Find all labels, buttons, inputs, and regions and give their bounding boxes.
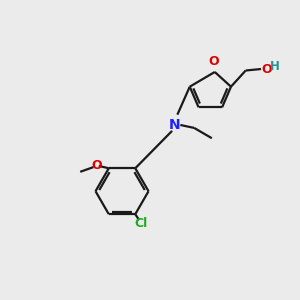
- Text: O: O: [262, 62, 272, 76]
- Text: H: H: [270, 60, 280, 73]
- Text: O: O: [91, 159, 102, 172]
- Text: O: O: [208, 56, 219, 68]
- Text: N: N: [169, 118, 181, 132]
- Text: Cl: Cl: [134, 217, 147, 230]
